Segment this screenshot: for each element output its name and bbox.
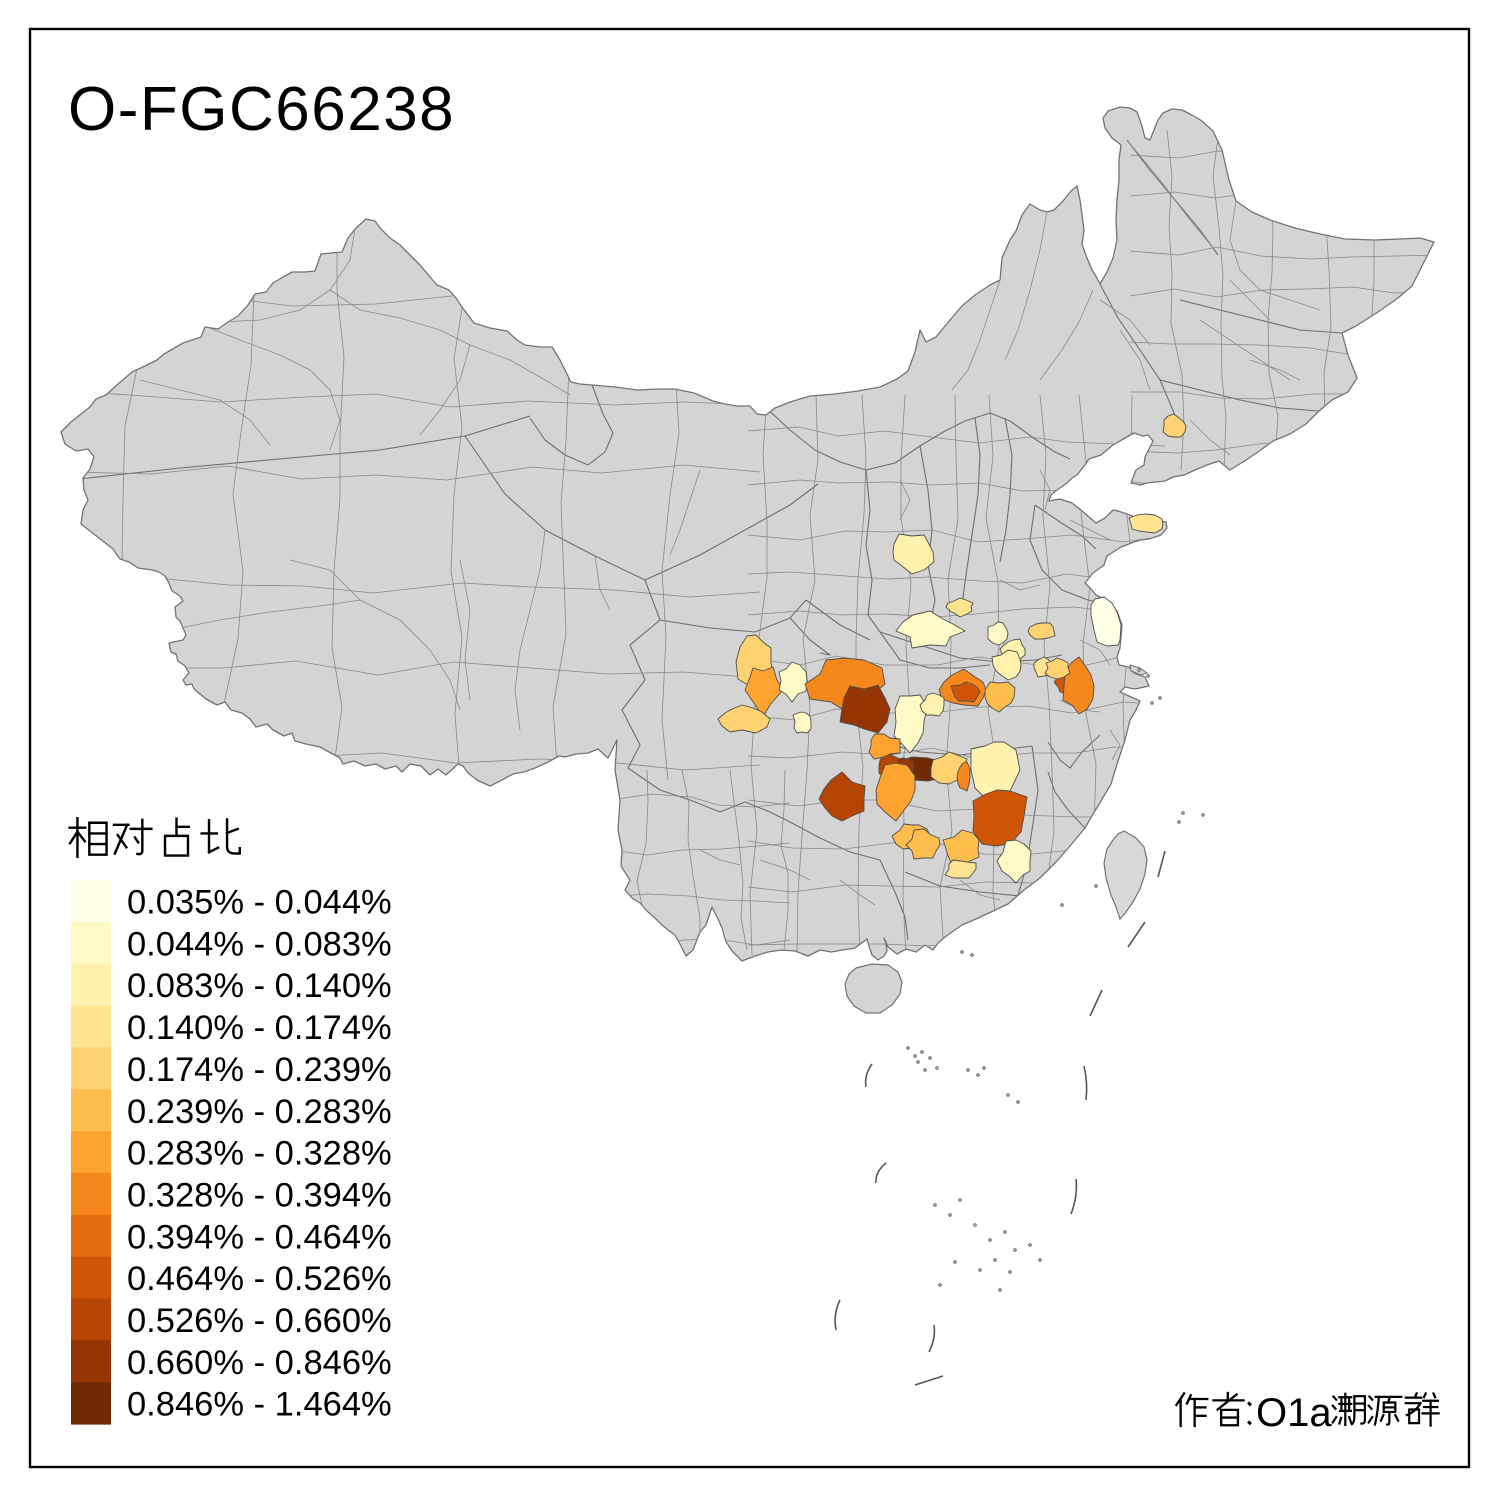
svg-text:0.035% - 0.044%: 0.035% - 0.044% bbox=[127, 884, 392, 922]
svg-text:0.140% - 0.174%: 0.140% - 0.174% bbox=[127, 1009, 392, 1047]
svg-text:0.283% - 0.328%: 0.283% - 0.328% bbox=[127, 1135, 392, 1173]
svg-text:O1a: O1a bbox=[1256, 1391, 1332, 1435]
svg-text:0.239% - 0.283%: 0.239% - 0.283% bbox=[127, 1093, 392, 1131]
svg-text:0.328% - 0.394%: 0.328% - 0.394% bbox=[127, 1177, 392, 1215]
svg-text:0.394% - 0.464%: 0.394% - 0.464% bbox=[127, 1218, 392, 1256]
svg-text:0.044% - 0.083%: 0.044% - 0.083% bbox=[127, 925, 392, 963]
svg-text:0.846% - 1.464%: 0.846% - 1.464% bbox=[127, 1386, 392, 1424]
svg-text:0.660% - 0.846%: 0.660% - 0.846% bbox=[127, 1344, 392, 1382]
svg-text:O-FGC66238: O-FGC66238 bbox=[68, 75, 455, 144]
svg-text:0.083% - 0.140%: 0.083% - 0.140% bbox=[127, 967, 392, 1005]
svg-text:0.526% - 0.660%: 0.526% - 0.660% bbox=[127, 1302, 392, 1340]
svg-text:0.174% - 0.239%: 0.174% - 0.239% bbox=[127, 1051, 392, 1089]
svg-text:0.464% - 0.526%: 0.464% - 0.526% bbox=[127, 1260, 392, 1298]
